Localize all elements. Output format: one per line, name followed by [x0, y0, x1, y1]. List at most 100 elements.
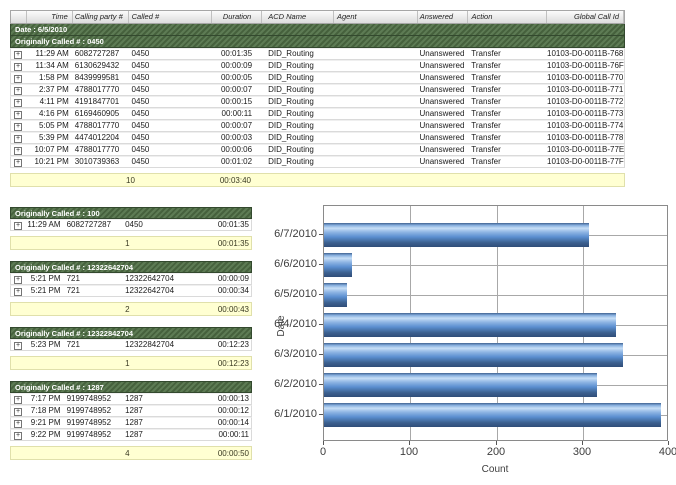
expand-plus-icon[interactable]: + [14, 147, 22, 155]
table-row: +10:21 PM 3010739363 0450 00:01:02 DID_Routi… [10, 156, 625, 168]
expand-cell: + [11, 430, 27, 440]
expand-cell: + [11, 418, 27, 428]
expand-plus-icon[interactable]: + [14, 159, 22, 167]
expand-plus-icon[interactable]: + [14, 135, 22, 143]
expand-plus-icon[interactable]: + [14, 111, 22, 119]
duration-cell: 00:01:02 [220, 157, 253, 166]
answered-cell: Unanswered [419, 97, 465, 106]
time-cell: 5:21 PM [30, 274, 61, 283]
call-group: Originally Called # : 12322642704 +5:21 P… [10, 261, 252, 316]
called-cell: 12322642704 [125, 286, 175, 295]
y-tick-label: 6/4/2010 [274, 318, 317, 330]
answered-cell: Unanswered [419, 133, 465, 142]
expand-plus-icon[interactable]: + [14, 420, 22, 428]
calling-party-cell: 6082727287 [74, 49, 120, 58]
summary-spacer [11, 303, 122, 315]
expand-plus-icon[interactable]: + [14, 432, 22, 440]
called-cell: 0450 [131, 133, 150, 142]
time-cell: 4:16 PM [38, 109, 69, 118]
calls-per-date-bar-chart: Count Date 0 100 200 300 400 6/7/2010 6/6/2010… [274, 196, 676, 485]
agent-cell [334, 97, 418, 107]
called-cell: 1287 [125, 430, 143, 439]
time-cell: 5:21 PM [30, 286, 61, 295]
expand-plus-icon[interactable]: + [14, 99, 22, 107]
time-cell: 1:58 PM [38, 73, 69, 82]
table-row: +7:17 PM 9199748952 1287 00:00:13 [10, 393, 252, 405]
x-axis-tick [496, 441, 497, 445]
expand-plus-icon[interactable]: + [14, 87, 22, 95]
expand-plus-icon[interactable]: + [14, 123, 22, 131]
time-cell: 9:21 PM [30, 418, 61, 427]
time-cell: 4:11 PM [39, 97, 69, 106]
expand-plus-icon[interactable]: + [14, 276, 22, 284]
acd-name-cell: DID_Routing [268, 121, 314, 130]
expand-plus-icon[interactable]: + [14, 222, 22, 230]
column-header-answered[interactable]: Answered [418, 11, 468, 23]
calling-party-cell: 4474012204 [74, 133, 120, 142]
duration-cell: 00:01:35 [217, 220, 249, 229]
group-band-0450: Originally Called # : 0450 [10, 36, 625, 48]
summary-duration: 00:12:23 [217, 359, 249, 368]
table-row: +11:29 AM 6082727287 0450 00:01:35 DID_Routi… [10, 48, 625, 60]
y-axis-tick [319, 384, 323, 385]
answered-cell: Unanswered [419, 49, 465, 58]
column-header-action[interactable]: Action [468, 11, 548, 23]
horizontal-gridline [324, 265, 667, 266]
calling-party-cell: 721 [66, 340, 80, 349]
column-header-acd-name[interactable]: ACD Name [262, 11, 334, 23]
column-header-expand[interactable] [11, 11, 27, 23]
time-cell: 7:18 PM [30, 406, 61, 415]
table-row: +11:29 AM 6082727287 0450 00:01:35 [10, 219, 252, 231]
expand-cell: + [11, 61, 27, 71]
time-cell: 11:29 AM [27, 220, 61, 229]
expand-plus-icon[interactable]: + [14, 63, 22, 71]
acd-name-cell: DID_Routing [268, 49, 314, 58]
global-call-id-cell: 10103-D0-0011B-778 [547, 133, 624, 142]
column-header-calling-party[interactable]: Calling party # [73, 11, 129, 23]
group-rows-0450: +11:29 AM 6082727287 0450 00:01:35 DID_Routi… [10, 48, 625, 168]
expand-plus-icon[interactable]: + [14, 408, 22, 416]
expand-plus-icon[interactable]: + [14, 288, 22, 296]
agent-cell [334, 61, 418, 71]
expand-plus-icon[interactable]: + [14, 396, 22, 404]
expand-cell: + [11, 85, 27, 95]
expand-cell: + [11, 340, 27, 350]
group-band: Originally Called # : 1287 [10, 381, 252, 393]
x-axis-title: Count [481, 464, 509, 475]
column-header-agent[interactable]: Agent [334, 11, 418, 23]
x-axis-tick [409, 441, 410, 445]
column-header-called[interactable]: Called # [129, 11, 213, 23]
summary-duration: 00:00:50 [217, 449, 249, 458]
acd-name-cell: DID_Routing [268, 109, 314, 118]
column-header-duration[interactable]: Duration [212, 11, 263, 23]
answered-cell: Unanswered [419, 145, 465, 154]
x-tick-label: 0 [319, 446, 327, 458]
column-header-time[interactable]: Time [27, 11, 73, 23]
y-axis-tick [319, 294, 323, 295]
answered-cell: Unanswered [419, 85, 465, 94]
bar-6-7-2010 [324, 223, 589, 247]
bar-6-6-2010 [324, 253, 352, 277]
duration-cell: 00:00:07 [220, 121, 253, 130]
duration-cell: 00:00:34 [217, 286, 249, 295]
table-row: +5:05 PM 4788017770 0450 00:00:07 DID_Routin… [10, 120, 625, 132]
summary-count: 10 [126, 176, 135, 185]
expand-plus-icon[interactable]: + [14, 51, 22, 59]
column-header-global-call-id[interactable]: Global Call Id [547, 11, 625, 23]
calling-party-cell: 6130629432 [74, 61, 120, 70]
duration-cell: 00:00:11 [218, 430, 249, 439]
acd-name-cell: DID_Routing [268, 157, 314, 166]
calling-party-cell: 721 [66, 286, 80, 295]
y-axis-tick [319, 264, 323, 265]
bar-6-5-2010 [324, 283, 347, 307]
table-row: +2:37 PM 4788017770 0450 00:00:07 DID_Routin… [10, 84, 625, 96]
expand-plus-icon[interactable]: + [14, 75, 22, 83]
time-cell: 7:17 PM [30, 394, 61, 403]
global-call-id-cell: 10103-D0-0011B-768 [547, 49, 624, 58]
called-cell: 1287 [125, 394, 143, 403]
x-axis-tick [582, 441, 583, 445]
table-row: +5:23 PM 721 12322842704 00:12:23 [10, 339, 252, 351]
calling-party-cell: 4788017770 [74, 145, 120, 154]
expand-plus-icon[interactable]: + [14, 342, 22, 350]
time-cell: 2:37 PM [38, 85, 69, 94]
